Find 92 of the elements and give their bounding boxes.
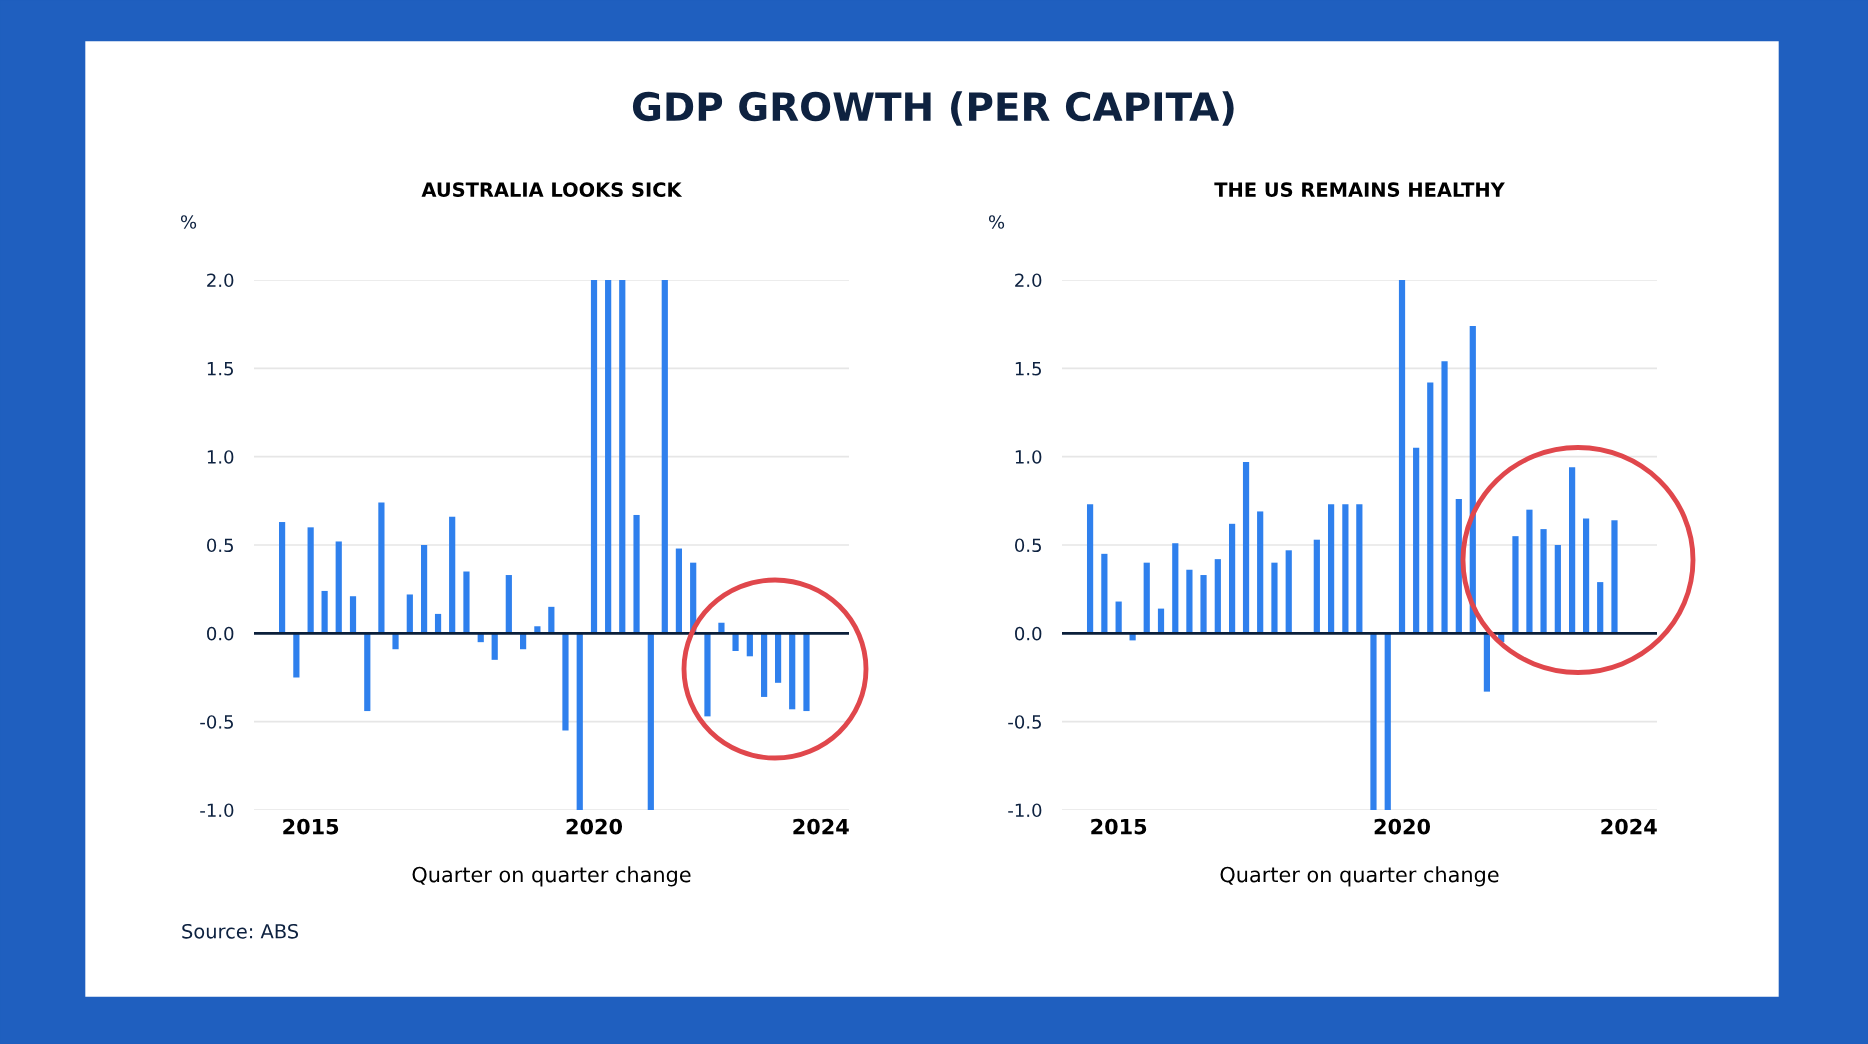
bar [647,633,654,810]
y-tick-label: 2.0 [1015,273,1042,288]
chart-title: THE US REMAINS HEALTHY [1214,182,1505,197]
bar [1370,633,1377,810]
bar [1427,382,1434,634]
bar [1186,569,1193,634]
bar [349,596,357,634]
bar [562,633,569,731]
bar [1242,461,1250,634]
bar [1611,520,1618,634]
y-tick-label: 0.5 [207,538,233,553]
bar [619,280,626,634]
y-tick-label: -1.0 [200,803,234,818]
x-axis-title: Quarter on quarter change [1220,866,1499,887]
bar [548,606,555,634]
bar [1101,553,1108,634]
bar [1398,280,1406,634]
y-tick-label: 1.0 [1015,450,1042,464]
bar [1441,361,1448,634]
bar [491,633,498,660]
x-tick-label: 2015 [283,818,339,835]
bar [463,571,470,634]
bar [789,633,796,710]
bar [1328,504,1335,634]
bar [1356,504,1363,634]
bar [1157,608,1165,634]
x-tick-label: 2024 [793,818,849,835]
text: GDP GROWTH (PER CAPITA) [632,91,1234,126]
bar [1342,504,1349,634]
y-tick-label: 0.5 [1015,538,1041,553]
bar [718,622,725,634]
x-tick-label: 2024 [1601,818,1657,835]
x-tick-label: 2020 [1374,818,1431,835]
bar [449,516,456,634]
bar [1512,536,1519,634]
bar [1257,511,1264,634]
bar [1526,509,1533,634]
y-axis-title: % [180,215,197,229]
bar [321,590,328,634]
bar [293,633,300,678]
chart-title: AUSTRALIA LOOKS SICK [421,182,683,197]
bar [1483,633,1491,692]
bar [335,541,342,634]
bar [633,514,640,634]
bar [1200,575,1207,634]
bar [605,280,612,634]
y-tick-label: -1.0 [1008,803,1042,818]
y-axis-title: % [988,215,1005,229]
bar [1271,562,1278,634]
bar [1214,559,1221,634]
bar [1413,447,1420,634]
x-axis-title: Quarter on quarter change [412,866,691,887]
bar [1540,529,1547,634]
x-tick-label: 2020 [566,818,623,835]
y-tick-label: 1.0 [207,450,234,464]
y-tick-label: -0.5 [200,715,233,729]
y-tick-label: 0.0 [1015,626,1042,641]
bar [704,633,711,717]
bar [1384,633,1391,810]
bar [661,280,668,634]
bar [1582,518,1590,634]
bar [406,594,413,634]
bar [576,633,583,810]
bar [1455,499,1462,634]
bar [378,502,385,634]
bar [774,633,782,683]
bar [590,280,598,634]
bar [1172,543,1179,634]
y-tick-label: 1.5 [1015,362,1041,376]
source-note: Source: ABS [182,923,299,939]
bar [1086,504,1094,634]
bar [1597,582,1604,634]
x-tick-label: 2015 [1091,818,1147,835]
y-tick-label: 2.0 [207,273,234,288]
bar [1115,601,1122,634]
bar [307,527,314,634]
bar [505,575,512,634]
bar [1554,545,1561,634]
y-tick-label: -0.5 [1008,715,1041,729]
bar [1285,550,1292,634]
bar [1143,562,1150,634]
bar [1569,467,1576,634]
y-tick-label: 1.5 [207,362,233,376]
y-tick-label: 0.0 [207,626,234,641]
bar [278,522,286,634]
bar [803,633,810,712]
bar [1313,539,1320,634]
bar [675,548,683,634]
bar [364,633,371,712]
bar [761,633,768,697]
bar [420,545,428,634]
bar [1228,523,1236,634]
